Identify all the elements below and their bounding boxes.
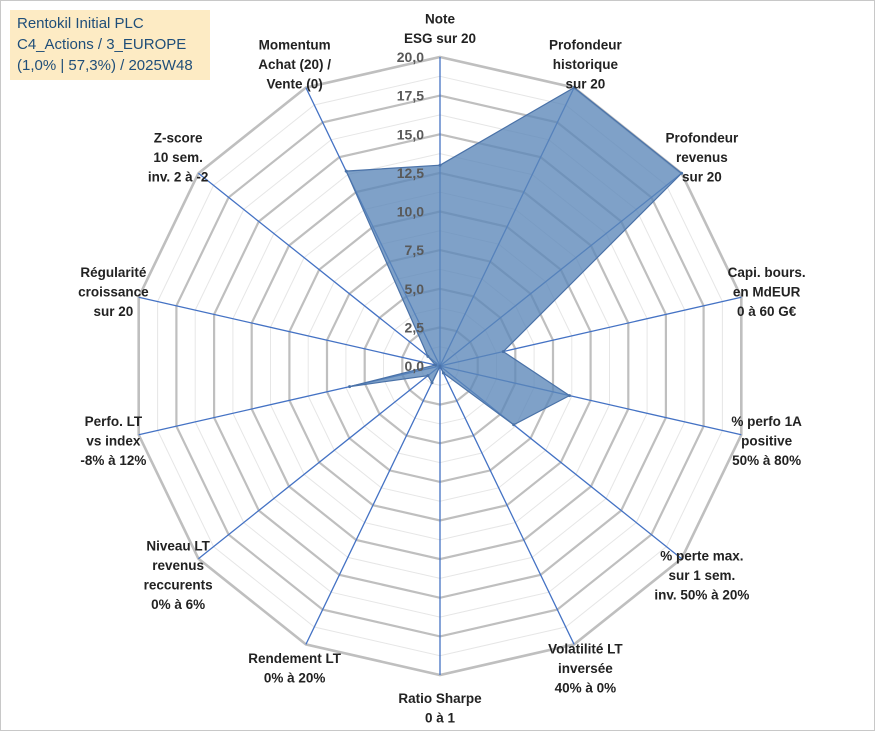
data-point [438,163,442,167]
data-point [344,169,348,173]
data-layer [344,86,684,427]
axis-label: Z-score 10 sem. inv. 2 à -2 [148,131,209,185]
tick-label: 12,5 [397,165,424,181]
axis-label-line: historique [553,57,619,72]
tick-label: 17,5 [397,88,424,104]
data-point [434,363,437,367]
axis-label-line: Profondeur [549,38,622,53]
axis-label-line: sur 20 [682,170,722,185]
axis-label-line: 0 à 60 G€ [737,304,797,319]
axis-label-line: croissance [78,285,149,300]
axis-label-line: % perfo 1A [731,414,802,429]
data-point [348,385,352,389]
title-category: C4_Actions / 3_EUROPE [17,36,187,53]
tick-label: 20,0 [397,49,424,65]
axis-label: Perfo. LT vs index -8% à 12% [80,414,146,468]
axis-label-line: Capi. bours. [728,265,806,280]
axis-label-line: inv. 2 à -2 [148,170,209,185]
axis-label-line: Niveau LT [146,539,210,554]
data-point [430,381,434,385]
axis-label-line: Profondeur [666,131,739,146]
axis-label-line: inversée [558,661,613,676]
axis-label-line: Note [425,12,455,27]
data-point [568,394,571,398]
axis-label-line: sur 1 sem. [669,568,736,583]
tick-label: 5,0 [405,281,425,297]
axis-label: Note ESG sur 20 [404,12,476,47]
axis-label-line: 40% à 0% [555,680,617,695]
label-layer: Note ESG sur 20 Profondeur historique sur 20… [78,12,805,726]
axis-label: Momentum Achat (20) / Vente (0) [258,38,331,92]
axis-label: Profondeur revenus sur 20 [666,131,739,185]
tick-label: 7,5 [405,242,425,258]
title-stats: (1,0% | 57,3%) / 2025W48 [17,57,193,74]
axis-label-line: vs index [86,434,141,449]
axis-label-line: 10 sem. [153,150,203,165]
data-point [426,374,430,378]
axis-label-line: sur 20 [566,77,606,92]
axis-label-line: 0% à 6% [151,597,205,612]
data-point [441,371,445,375]
axis-label-line: Volatilité LT [548,641,623,656]
axis-label: Capi. bours. en MdEUR 0 à 60 G€ [728,265,806,319]
axis-label-line: Rendement LT [248,651,342,666]
axis-spoke [197,172,441,367]
data-point [501,350,505,354]
data-point [426,354,430,358]
tick-label: 15,0 [397,126,424,142]
data-point [680,171,684,175]
axis-label: Profondeur historique sur 20 [549,38,622,92]
axis-label-line: sur 20 [94,304,134,319]
axis-label: Ratio Sharpe 0 à 1 [398,691,482,726]
axis-label-line: Régularité [80,265,147,280]
tick-label: 0,0 [405,358,425,374]
axis-label-line: reccurents [144,578,213,593]
axis-label-line: -8% à 12% [80,453,146,468]
data-point [438,364,442,368]
axis-label: % perfo 1A positive 50% à 80% [731,414,802,468]
axis-spoke [197,365,441,560]
tick-label: 10,0 [397,204,424,220]
axis-label-line: ESG sur 20 [404,31,476,46]
axis-label-line: 0 à 1 [425,711,456,726]
data-point [512,423,516,427]
axis-spoke [305,365,441,645]
axis-label-line: revenus [152,558,204,573]
axis-label-line: 50% à 80% [732,453,801,468]
axis-spoke [138,296,441,367]
axis-spoke [439,365,575,645]
axis-label-line: Ratio Sharpe [398,691,482,706]
axis-label: Niveau LT revenus reccurents 0% à 6% [144,539,213,613]
tick-label: 2,5 [405,319,425,335]
axis-label: % perte max. sur 1 sem. inv. 50% à 20% [654,548,749,602]
axis-label-line: inv. 50% à 20% [654,587,749,602]
axis-label-line: Perfo. LT [85,414,143,429]
axis-label-line: 0% à 20% [264,671,326,686]
axis-label-line: en MdEUR [733,285,801,300]
title-company: Rentokil Initial PLC [17,15,144,32]
axis-label-line: Vente (0) [266,77,322,92]
tick-layer: 0,0 2,5 5,0 7,5 10,0 12,5 15,0 17,5 20,0 [397,49,424,374]
axis-label-line: positive [741,434,793,449]
axis-label-line: revenus [676,150,728,165]
axis-label-line: Achat (20) / [258,57,331,72]
chart-title-box: Rentokil Initial PLC C4_Actions / 3_EURO… [10,10,210,80]
axis-label: Rendement LT 0% à 20% [248,651,342,686]
axis-label-line: Momentum [259,38,331,53]
axis-label-line: % perte max. [660,548,743,563]
axis-label-line: Z-score [154,131,203,146]
data-point [572,86,576,90]
axis-label: Régularité croissance sur 20 [78,265,149,319]
axis-label: Volatilité LT inversée 40% à 0% [548,641,623,695]
